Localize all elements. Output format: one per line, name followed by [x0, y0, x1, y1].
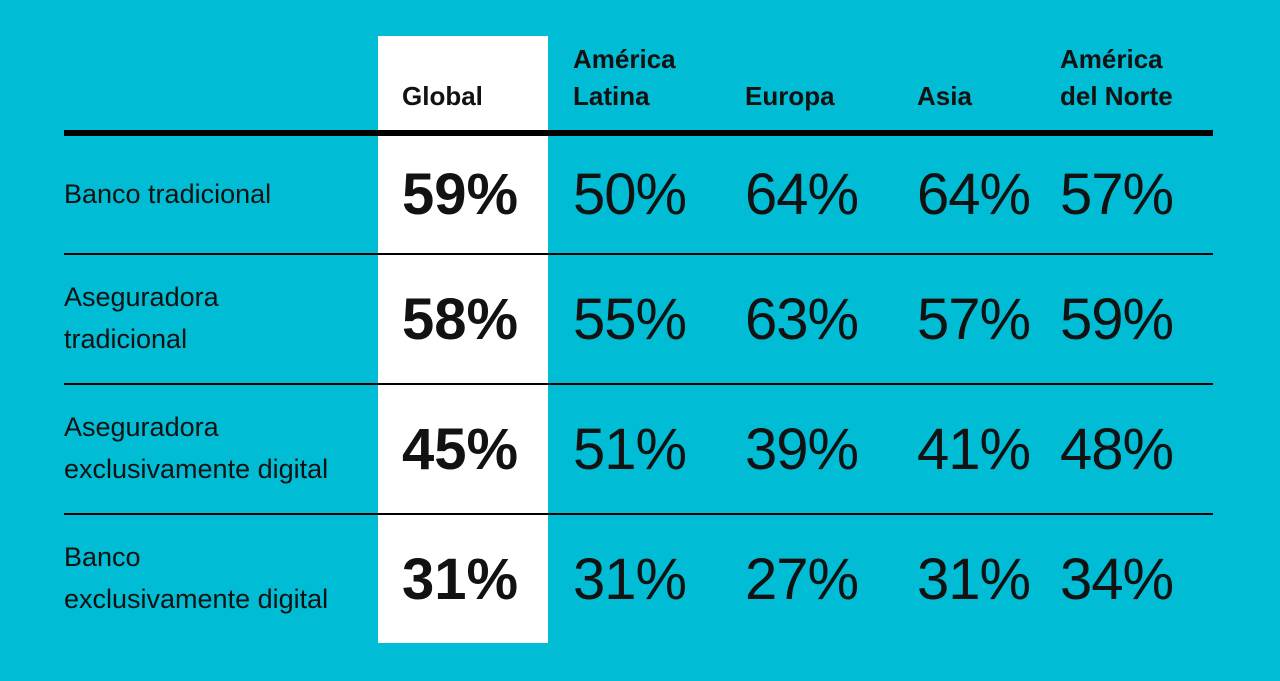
value-america-del-norte: 57% — [1060, 162, 1174, 227]
value-america-del-norte: 59% — [1060, 286, 1174, 352]
value-america-del-norte: 48% — [1060, 416, 1174, 482]
header-spacer — [64, 114, 378, 130]
value-europa: 63% — [745, 286, 859, 352]
column-header-asia: Asia — [917, 80, 972, 111]
value-global: 59% — [402, 162, 519, 227]
column-header-america-del-norte: América del Norte — [1060, 44, 1173, 111]
value-america-latina: 31% — [573, 546, 687, 612]
column-header-europa: Europa — [745, 80, 835, 111]
table-row-aseguradora-digital: Aseguradora exclusivamente digital 45% 5… — [64, 385, 1213, 515]
value-europa: 39% — [745, 416, 859, 482]
value-america-latina: 50% — [573, 162, 687, 227]
row-label: Banco tradicional — [64, 178, 272, 209]
value-asia: 57% — [917, 286, 1031, 352]
row-label: Banco exclusivamente digital — [64, 542, 329, 614]
value-asia: 64% — [917, 162, 1031, 227]
value-america-latina: 55% — [573, 286, 687, 352]
row-label: Aseguradora exclusivamente digital — [64, 412, 329, 484]
row-label: Aseguradora tradicional — [64, 282, 219, 354]
value-america-latina: 51% — [573, 416, 687, 482]
value-europa: 27% — [745, 546, 859, 612]
preference-table: Global América Latina Europa Asia Améric… — [64, 36, 1213, 643]
table-row-banco-tradicional: Banco tradicional 59% 50% 64% 64% 57% — [64, 136, 1213, 255]
table-row-aseguradora-tradicional: Aseguradora tradicional 58% 55% 63% 57% … — [64, 255, 1213, 385]
value-global: 58% — [402, 286, 519, 352]
column-header-global: Global — [402, 80, 483, 111]
table-header-row: Global América Latina Europa Asia Améric… — [64, 36, 1213, 136]
table-row-banco-digital: Banco exclusivamente digital 31% 31% 27%… — [64, 515, 1213, 643]
value-asia: 31% — [917, 546, 1031, 612]
value-europa: 64% — [745, 162, 859, 227]
value-asia: 41% — [917, 416, 1031, 482]
value-america-del-norte: 34% — [1060, 546, 1174, 612]
value-global: 31% — [402, 546, 519, 612]
value-global: 45% — [402, 416, 519, 482]
column-header-america-latina: América Latina — [573, 44, 676, 111]
global-column-highlight — [378, 36, 548, 643]
